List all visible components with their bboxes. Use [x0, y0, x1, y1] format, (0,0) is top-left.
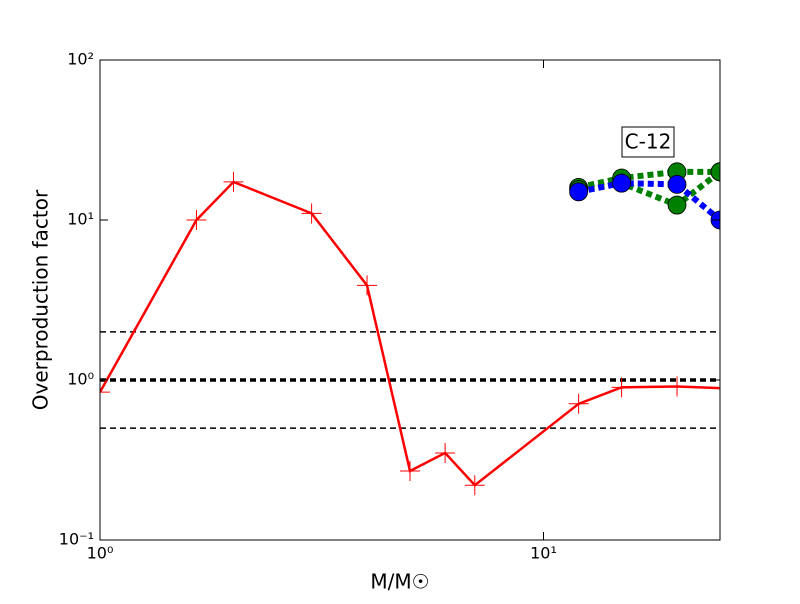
marker [710, 162, 720, 182]
y-tick-label: 10² [67, 50, 94, 69]
series-line [577, 168, 720, 191]
marker [667, 174, 687, 194]
plot-area [100, 162, 720, 496]
x-axis-label: M/M☉ [370, 570, 429, 594]
marker [667, 195, 687, 215]
marker [400, 460, 420, 481]
y-tick-label: 10¹ [67, 210, 94, 229]
marker [612, 173, 632, 193]
marker [223, 171, 244, 192]
marker [186, 210, 207, 230]
y-tick-label: 10⁰ [67, 370, 94, 389]
marker [464, 475, 485, 496]
series-line [578, 180, 720, 223]
y-tick-label: 10⁻¹ [59, 530, 94, 549]
y-axis-label: Overproduction factor [29, 189, 53, 410]
x-tick-label: 10¹ [530, 544, 557, 563]
annotation: C-12 [625, 130, 672, 154]
annotation-box [621, 126, 675, 158]
marker [667, 376, 688, 397]
axes-frame [99, 59, 721, 541]
marker [100, 382, 110, 403]
marker [611, 377, 632, 398]
marker [435, 442, 456, 463]
marker [301, 203, 322, 224]
marker [569, 182, 589, 202]
marker [357, 275, 378, 296]
marker [568, 393, 589, 414]
marker [710, 378, 720, 399]
x-tick-label: 10⁰ [87, 544, 114, 563]
